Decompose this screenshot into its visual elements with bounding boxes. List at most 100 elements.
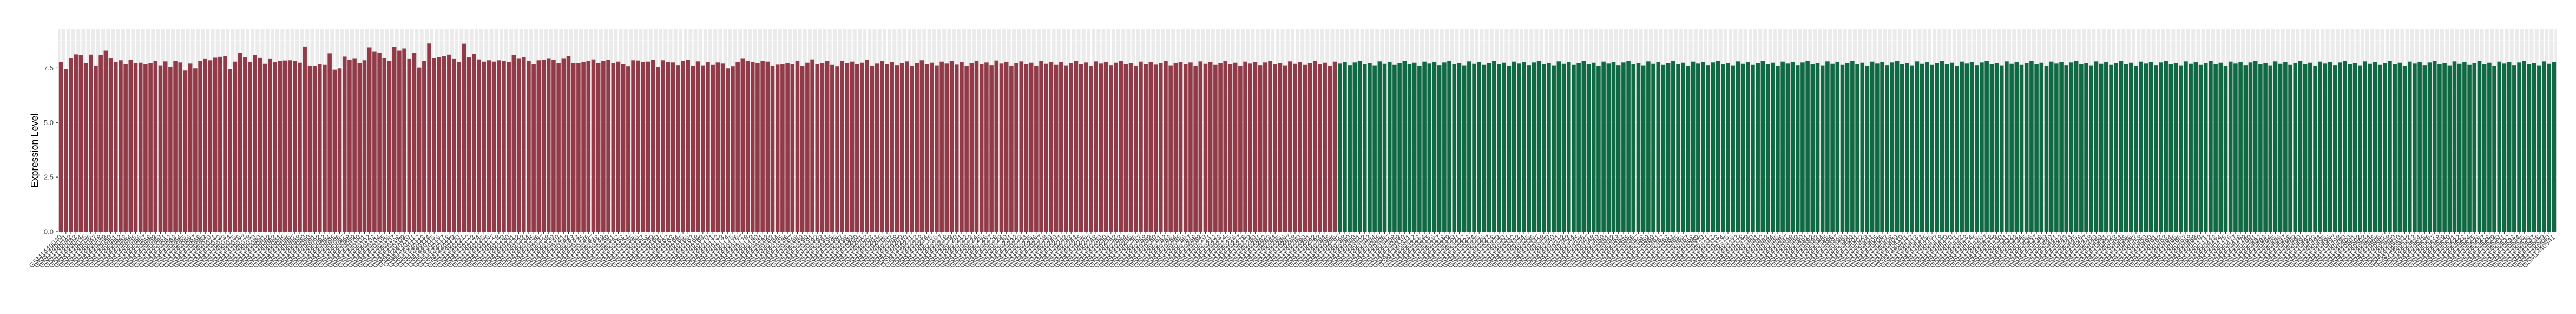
bar [944, 63, 949, 232]
bar [462, 43, 466, 232]
bar [507, 62, 511, 232]
bar [248, 62, 252, 232]
bar [1273, 64, 1278, 232]
bar [2178, 65, 2183, 232]
bar [1382, 63, 1387, 232]
bar [701, 65, 705, 232]
bar [1183, 64, 1188, 232]
bar [1044, 63, 1049, 232]
bar [491, 61, 496, 232]
bar [442, 56, 446, 232]
bar [1527, 65, 1531, 232]
bar [2193, 62, 2198, 232]
bar [695, 61, 700, 232]
bar [516, 58, 521, 232]
bar [1522, 62, 1526, 232]
bar [1795, 65, 1800, 232]
bar [636, 60, 641, 232]
bar [1944, 64, 1949, 232]
bar [412, 53, 417, 232]
bar [1173, 63, 1178, 232]
bar [2298, 61, 2303, 232]
bar [2522, 61, 2527, 232]
bar [1780, 61, 1785, 232]
bar [681, 61, 685, 232]
bar [651, 60, 655, 232]
bar [1253, 62, 1258, 232]
bar [1621, 62, 1626, 232]
bar [2512, 65, 2516, 232]
bar [1696, 63, 1700, 232]
bar [2363, 61, 2367, 232]
bar [342, 56, 347, 232]
bar [1313, 61, 1317, 232]
bar [1064, 65, 1068, 232]
bar [1218, 63, 1223, 232]
bar [397, 50, 402, 232]
bar [1004, 62, 1009, 232]
bar [173, 61, 178, 232]
bar [1148, 62, 1153, 232]
bar [1039, 61, 1043, 232]
bar [1114, 62, 1118, 232]
bar [616, 61, 621, 232]
bar [1865, 65, 1870, 232]
bar [1746, 62, 1750, 232]
bar [1497, 64, 1501, 232]
bar [1337, 63, 1342, 232]
bar [1706, 65, 1710, 232]
bar [1352, 62, 1357, 232]
bar [1686, 65, 1691, 232]
bar [1850, 61, 1855, 232]
bar [1840, 64, 1845, 232]
bar [2507, 62, 2512, 232]
bar [128, 60, 133, 232]
bar [785, 63, 790, 232]
bar [432, 58, 437, 232]
bar [262, 63, 267, 232]
bar [2243, 65, 2248, 232]
bar [2517, 62, 2521, 232]
x-axis-ticks: GSM1440040GSM1440041GSM1440042GSM1440043… [27, 232, 2557, 270]
bar [1731, 65, 1735, 232]
bar [1467, 61, 1471, 232]
bar [1651, 63, 1655, 232]
bar [143, 64, 148, 232]
bar [1646, 61, 1651, 232]
bar [735, 62, 740, 232]
bar [1925, 62, 1929, 232]
bar [1049, 62, 1054, 232]
bar [586, 61, 591, 232]
bar [1960, 61, 1964, 232]
bar [825, 61, 830, 232]
bar [561, 58, 566, 232]
bar [2477, 61, 2482, 232]
bar [1989, 64, 1994, 232]
bar [2487, 62, 2492, 232]
bar [1825, 61, 1830, 232]
bar [243, 57, 247, 232]
bar [447, 54, 451, 232]
bar [790, 64, 795, 232]
bar [1969, 62, 1974, 232]
bar [715, 62, 720, 232]
bar [362, 60, 367, 232]
bar [969, 63, 974, 232]
bar [2268, 65, 2273, 232]
bar [472, 54, 476, 232]
bar [69, 58, 73, 232]
bar [1890, 62, 1895, 232]
bar [541, 60, 546, 232]
bar [1885, 65, 1890, 232]
bar [910, 66, 914, 232]
bar [2184, 61, 2188, 232]
y-axis-title: Expression Level [29, 113, 40, 187]
bar [1756, 63, 1760, 232]
bar [2352, 63, 2357, 232]
bar [332, 69, 337, 232]
y-tick-label: 5.0 [44, 119, 54, 127]
bar [919, 60, 924, 232]
bar [795, 61, 800, 232]
bar [437, 57, 442, 232]
bar [427, 43, 431, 232]
